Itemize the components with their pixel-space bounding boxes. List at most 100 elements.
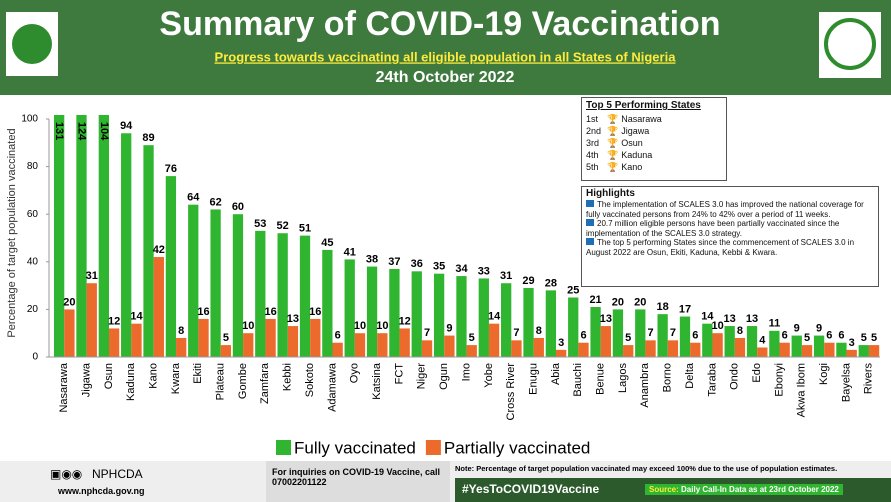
data-label: 5 — [625, 332, 631, 344]
state: Nasarawa — [621, 114, 662, 124]
nphcda-logo — [824, 18, 876, 70]
top5-row: 4th 🏆 Kaduna — [586, 149, 722, 161]
bar — [690, 342, 701, 357]
data-label: 9 — [446, 322, 452, 334]
bar — [411, 271, 422, 357]
trophy-icon: 🏆 — [607, 138, 619, 148]
data-label: 13 — [287, 313, 299, 325]
bar — [858, 345, 869, 357]
data-label: 6 — [826, 330, 832, 342]
data-label: 14 — [701, 311, 714, 323]
x-tick-label: Kogi — [818, 363, 830, 385]
bar — [54, 115, 65, 357]
x-tick-label: Imo — [460, 363, 472, 381]
bar — [590, 307, 601, 357]
bar — [389, 268, 400, 357]
state: Osun — [621, 138, 643, 148]
data-label: 3 — [558, 337, 564, 349]
x-tick-label: Kano — [147, 363, 159, 389]
data-label: 13 — [746, 313, 758, 325]
x-tick-label: Anambra — [639, 362, 651, 408]
bar — [667, 340, 679, 357]
x-tick-label: Katsina — [371, 362, 383, 400]
data-label: 18 — [657, 301, 669, 313]
data-label: 60 — [232, 201, 244, 213]
bar — [255, 230, 266, 357]
bar — [153, 257, 164, 357]
highlight-text: The implementation of SCALES 3.0 has imp… — [586, 200, 864, 219]
data-label: 17 — [679, 303, 691, 315]
subtitle: Progress towards vaccinating all eligibl… — [215, 49, 677, 64]
bar — [734, 337, 746, 357]
bar — [332, 342, 343, 357]
bar — [299, 235, 311, 357]
x-tick-label: Benue — [595, 363, 607, 395]
highlight-text: The top 5 performing States since the co… — [586, 238, 855, 257]
data-label: 25 — [567, 284, 579, 296]
top5-title: Top 5 Performing States — [586, 100, 701, 111]
rank: 3rd — [586, 138, 600, 148]
bar — [366, 266, 378, 357]
bar — [108, 328, 120, 357]
state: Kano — [621, 162, 643, 172]
bar — [791, 335, 802, 357]
legend-swatch — [425, 440, 441, 455]
x-tick-label: Zamfara — [259, 362, 271, 404]
arrow-icon — [586, 238, 594, 245]
bar — [801, 345, 813, 357]
bar — [165, 176, 177, 357]
x-tick-label: Gombe — [237, 363, 249, 399]
data-label: 124 — [76, 122, 88, 141]
note: Note: Percentage of target population va… — [455, 464, 838, 473]
x-tick-label: Bayelsa — [840, 362, 852, 402]
data-label: 29 — [522, 275, 534, 287]
data-label: 51 — [299, 223, 311, 235]
bar — [322, 249, 333, 357]
data-label: 33 — [478, 265, 490, 277]
data-label: 53 — [254, 218, 266, 230]
source-label: Source: — [649, 485, 679, 494]
x-tick-label: Oyo — [349, 363, 361, 383]
data-label: 8 — [178, 325, 184, 337]
data-label: 5 — [861, 332, 867, 344]
data-label: 62 — [209, 196, 221, 208]
footer: ▣◉◉ NPHCDA www.nphcda.gov.ng For inquiri… — [0, 461, 891, 502]
coat-of-arms — [12, 24, 52, 64]
y-tick-label: 40 — [27, 256, 39, 267]
top5-row: 1st 🏆 Nasarawa — [586, 113, 722, 125]
top5-row: 2nd 🏆 Jigawa — [586, 125, 722, 137]
data-label: 16 — [197, 306, 209, 318]
title: Summary of COVID-19 Vaccination — [159, 5, 720, 43]
x-tick-label: Ebonyi — [773, 363, 785, 397]
data-label: 7 — [424, 327, 430, 339]
x-tick-label: Rivers — [863, 363, 875, 395]
data-label: 7 — [513, 327, 519, 339]
bar — [377, 333, 388, 357]
highlight-text: 20.7 million eligible persons have been … — [586, 219, 840, 238]
data-label: 5 — [804, 332, 810, 344]
legend-label: Fully vaccinated — [294, 438, 416, 457]
top5-row: 3rd 🏆 Osun — [586, 137, 722, 149]
data-label: 11 — [769, 318, 781, 330]
data-label: 36 — [411, 258, 423, 270]
data-label: 16 — [264, 306, 276, 318]
bar — [779, 342, 790, 357]
org: NPHCDA — [92, 467, 143, 481]
x-tick-label: Plateau — [215, 363, 227, 400]
highlights-list: The implementation of SCALES 3.0 has imp… — [586, 200, 874, 257]
data-label: 20 — [63, 296, 75, 308]
data-label: 10 — [242, 320, 254, 332]
top5-box: Top 5 Performing States 1st 🏆 Nasarawa 2nd 🏆… — [581, 97, 727, 181]
bar — [868, 345, 880, 357]
data-label: 20 — [634, 296, 646, 308]
bars — [54, 115, 880, 357]
state: Jigawa — [621, 126, 650, 136]
bar — [287, 326, 299, 357]
data-label: 10 — [376, 320, 388, 332]
y-tick-label: 20 — [27, 304, 39, 315]
arrow-icon — [586, 219, 594, 226]
bar — [121, 133, 132, 357]
x-tick-label: Yobe — [483, 363, 495, 388]
data-label: 14 — [130, 311, 143, 323]
data-label: 3 — [849, 337, 855, 349]
